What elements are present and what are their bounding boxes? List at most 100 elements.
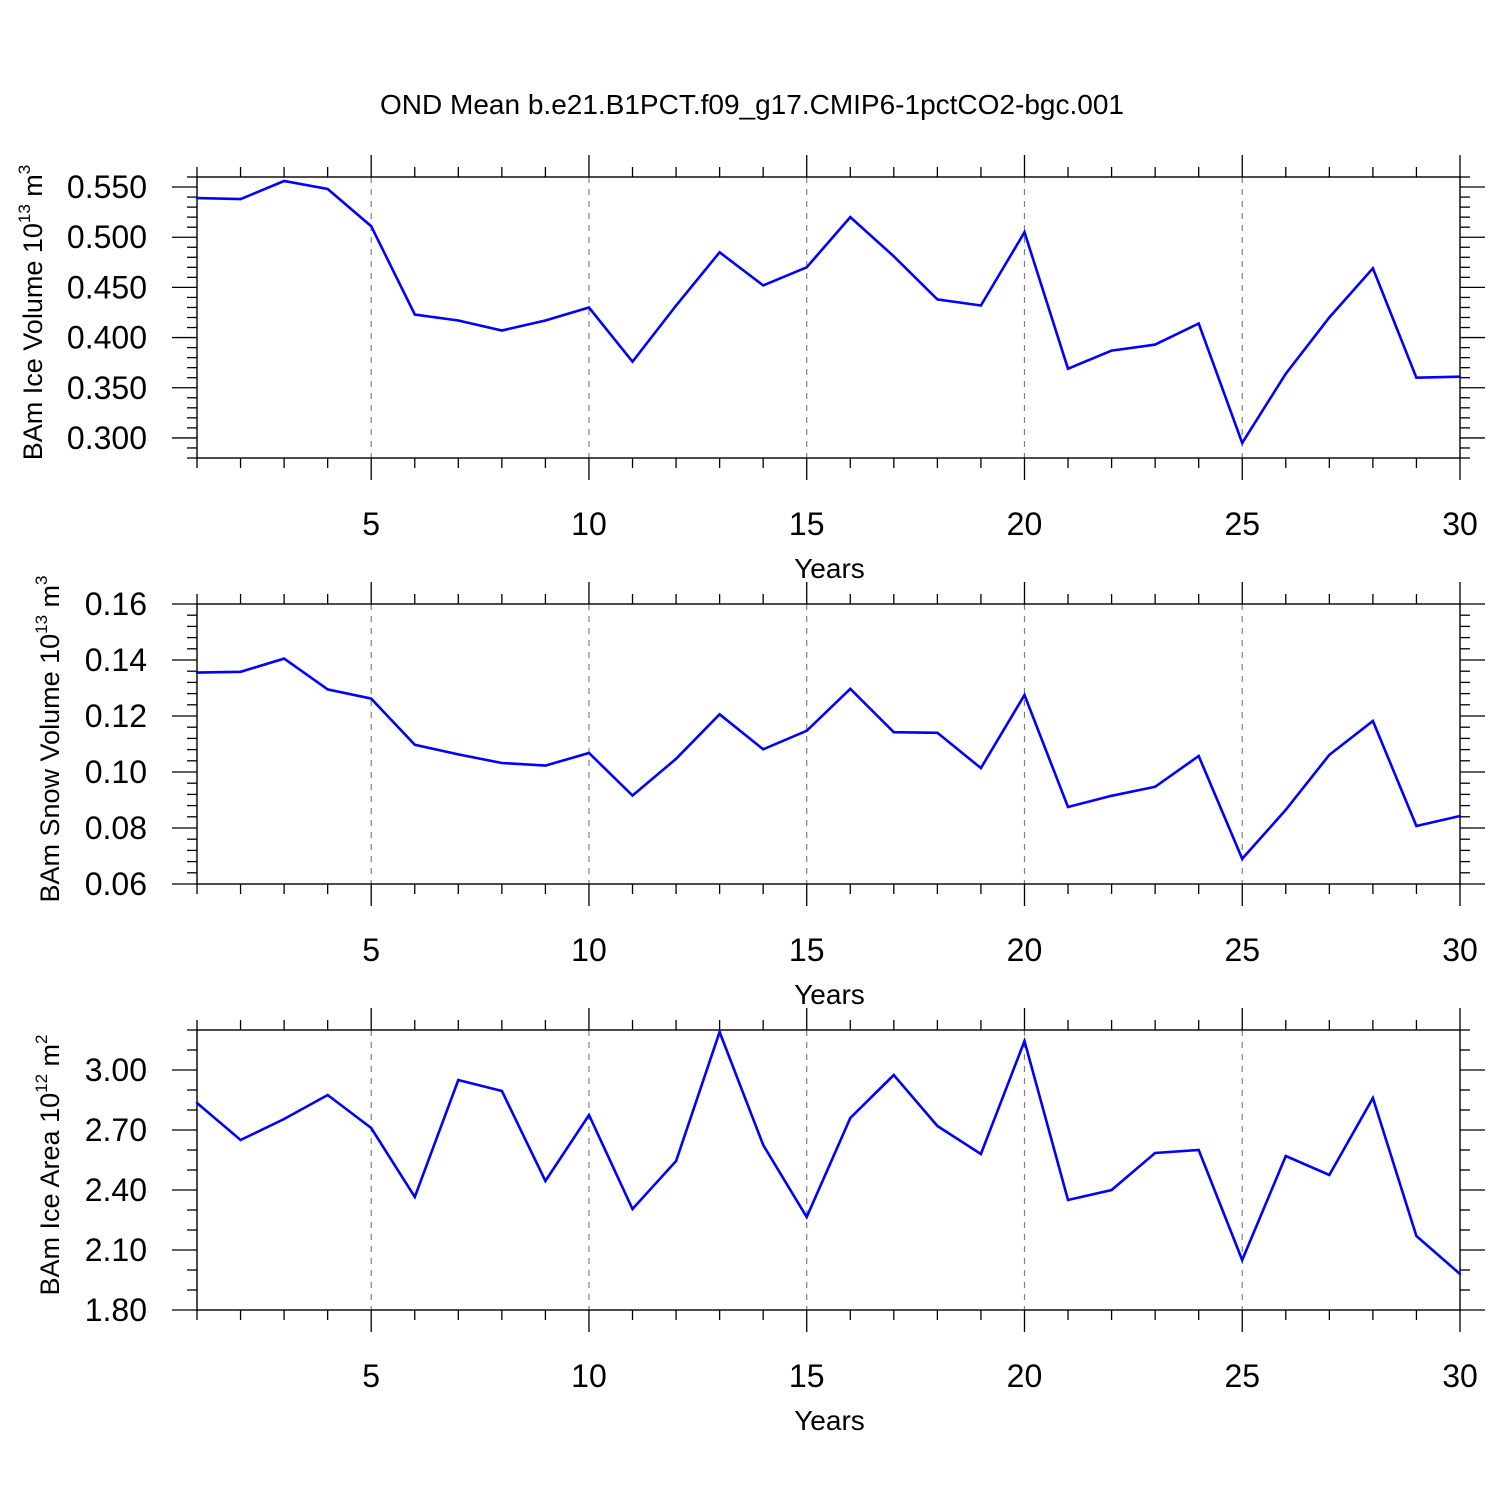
data-point xyxy=(1328,1173,1331,1177)
data-point xyxy=(892,1073,896,1077)
data-line xyxy=(196,657,1461,862)
data-point xyxy=(326,1093,329,1097)
data-point xyxy=(500,1089,504,1093)
data-point xyxy=(805,729,808,733)
y-tick-label: 0.450 xyxy=(67,269,147,305)
y-label-superscript: 13 xyxy=(15,204,34,223)
x-tick-label: 30 xyxy=(1442,932,1478,968)
data-point xyxy=(1284,1154,1287,1158)
plot-frame xyxy=(196,176,1461,459)
y-label-text: m xyxy=(35,1044,65,1074)
data-point xyxy=(1328,753,1331,757)
data-point xyxy=(936,298,939,301)
y-tick-label: 0.500 xyxy=(67,219,147,255)
y-axis-label: BAm Ice Area 1012 m2 xyxy=(32,1035,65,1296)
chart-panel-3: 5 10 15 20 25 30 1.80 2.10 2.40 2.70 3.00 Years BAm … xyxy=(32,1008,1485,1436)
x-tick-label: 15 xyxy=(789,932,825,968)
y-label-text: m xyxy=(35,585,65,615)
data-point xyxy=(370,697,373,700)
y-tick-label: 2.40 xyxy=(85,1172,147,1208)
y-tick-label: 0.14 xyxy=(85,642,147,678)
y-tick-label: 0.16 xyxy=(85,586,147,622)
data-point xyxy=(239,670,242,673)
data-point xyxy=(718,251,721,254)
data-point xyxy=(805,266,808,269)
data-point xyxy=(195,671,199,674)
x-axis-label: Years xyxy=(794,979,865,1010)
data-point xyxy=(587,751,591,755)
data-point xyxy=(544,764,547,767)
data-point xyxy=(718,1030,721,1034)
x-axis-label: Years xyxy=(794,553,865,584)
data-point xyxy=(979,304,983,307)
y-label-superscript: 3 xyxy=(32,575,51,584)
y-label-text: BAm Snow Volume 10 xyxy=(35,634,65,903)
data-point xyxy=(1458,1272,1462,1276)
data-point xyxy=(1328,316,1331,319)
data-point xyxy=(544,1179,547,1183)
data-point xyxy=(1197,1148,1200,1152)
x-tick-label: 5 xyxy=(362,506,380,542)
y-tick-label: 3.00 xyxy=(85,1052,147,1088)
data-point xyxy=(892,255,896,258)
y-label-text: m xyxy=(18,174,48,204)
data-point xyxy=(1241,441,1244,445)
plot-frame xyxy=(196,1029,1461,1311)
data-point xyxy=(326,688,329,691)
x-tick-label: 20 xyxy=(1007,506,1043,542)
data-point xyxy=(1458,814,1462,818)
data-point xyxy=(1153,1151,1157,1155)
data-point xyxy=(849,687,852,691)
data-point xyxy=(500,761,504,765)
data-point xyxy=(674,757,678,761)
data-point xyxy=(195,1101,199,1105)
data-point xyxy=(239,1138,242,1142)
data-point xyxy=(457,1078,460,1082)
x-tick-label: 5 xyxy=(362,1358,380,1394)
data-point xyxy=(1371,719,1375,723)
data-point xyxy=(1110,794,1113,797)
data-point xyxy=(979,766,983,770)
y-tick-label: 2.70 xyxy=(85,1112,147,1148)
data-point xyxy=(631,1207,634,1211)
data-point xyxy=(544,319,547,322)
data-point xyxy=(195,196,199,200)
data-point xyxy=(1153,343,1157,346)
x-tick-label: 15 xyxy=(789,1358,825,1394)
data-point xyxy=(936,731,939,734)
chart-panel-2: 5 10 15 20 25 30 0.06 0.08 0.10 0.12 0.14 0.16 Years… xyxy=(32,575,1485,1010)
x-tick-label: 30 xyxy=(1442,1358,1478,1394)
y-tick-label: 0.400 xyxy=(67,320,147,356)
y-tick-label: 0.300 xyxy=(67,420,147,456)
data-point xyxy=(282,179,286,183)
y-tick-label: 0.350 xyxy=(67,370,147,406)
data-point xyxy=(761,748,765,751)
data-point xyxy=(1023,230,1026,234)
data-point xyxy=(1153,785,1157,789)
x-tick-label: 15 xyxy=(789,506,825,542)
x-tick-label: 10 xyxy=(571,932,607,968)
data-point xyxy=(1371,267,1375,270)
data-point xyxy=(282,657,286,660)
data-point xyxy=(457,753,460,756)
data-point xyxy=(1415,824,1418,828)
data-point xyxy=(457,319,460,322)
data-point xyxy=(282,1117,286,1121)
data-point xyxy=(239,197,242,201)
y-label-superscript: 13 xyxy=(32,615,51,634)
data-line xyxy=(196,1028,1461,1275)
y-tick-label: 0.08 xyxy=(85,810,147,846)
y-axis-label: BAm Ice Volume 1013 m3 xyxy=(15,165,48,461)
data-point xyxy=(1458,375,1462,378)
data-point xyxy=(761,1143,765,1147)
data-point xyxy=(413,743,416,747)
x-tick-label: 10 xyxy=(571,506,607,542)
data-point xyxy=(1241,857,1244,860)
data-point xyxy=(1284,372,1287,375)
data-point xyxy=(370,1126,373,1130)
data-point xyxy=(761,284,765,287)
data-point xyxy=(500,329,504,332)
x-tick-label: 25 xyxy=(1224,1358,1260,1394)
x-tick-label: 10 xyxy=(571,1358,607,1394)
